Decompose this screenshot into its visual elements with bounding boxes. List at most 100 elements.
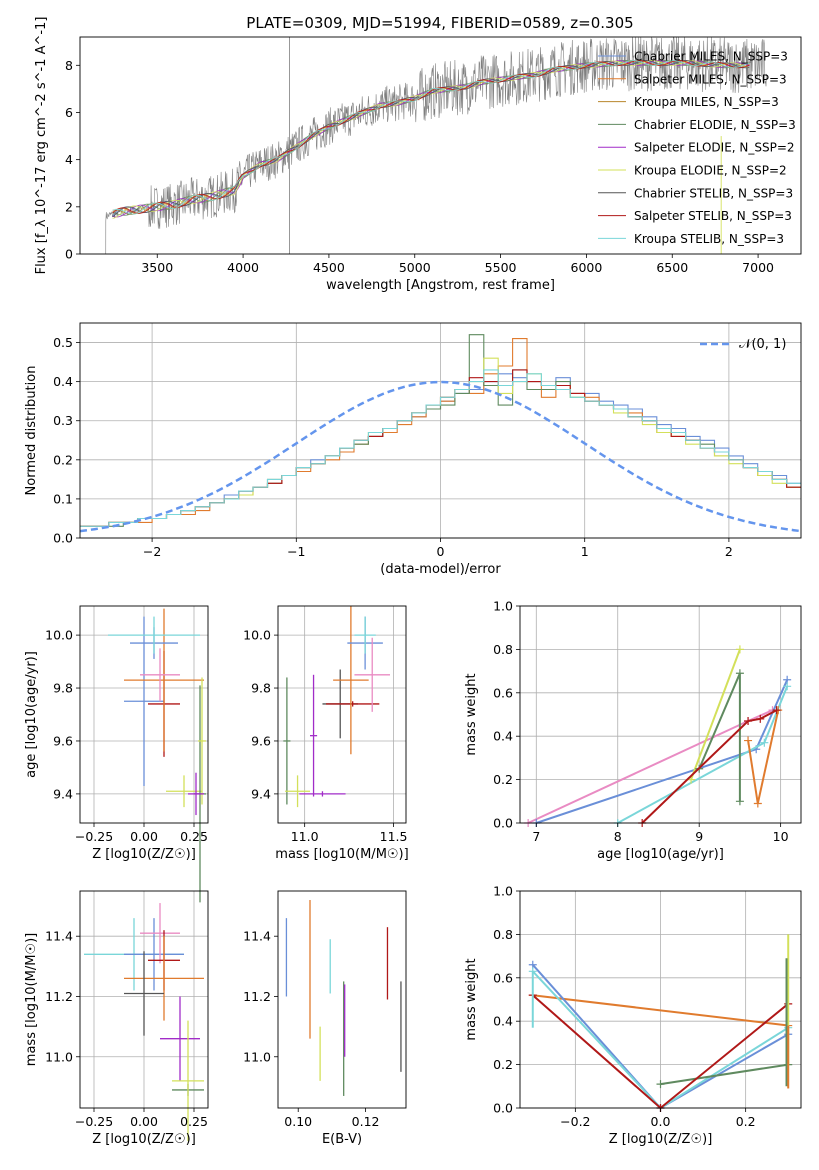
axes-frame (79, 322, 802, 539)
x-axis-label: E(B-V) (322, 1132, 362, 1147)
x-tick-label: 0.2 (736, 1114, 756, 1129)
axes-frame (79, 36, 802, 255)
y-axis-label: mass weight (464, 673, 479, 755)
x-tick-label: −1 (287, 544, 305, 559)
x-tick-label: 4000 (227, 260, 259, 275)
spectrum-model-line (112, 60, 750, 214)
spectrum-model-line (112, 60, 750, 219)
y-tick-label: 0.8 (493, 642, 513, 657)
y-tick-label: 0 (65, 247, 73, 262)
axes-frame (79, 605, 209, 824)
y-tick-label: 8 (65, 58, 73, 73)
weight-marker (772, 706, 781, 715)
x-tick-label: 0.00 (130, 829, 158, 844)
y-axis-label: Flux [f_λ 10^-17 erg cm^-2 s^-1 A^-1] (34, 17, 49, 275)
y-tick-label: 9.8 (251, 681, 271, 696)
y-axis-label: mass [log10(M/M☉)] (24, 933, 39, 1066)
weight-line (690, 649, 741, 780)
x-axis-label: (data-model)/error (380, 562, 501, 577)
y-tick-label: 4 (65, 152, 73, 167)
x-tick-label: 5000 (399, 260, 431, 275)
legend-label: 𝒩(0, 1) (739, 337, 786, 352)
y-tick-label: 0.4 (53, 374, 73, 389)
legend-label: Kroupa STELIB, N_SSP=3 (634, 232, 784, 246)
y-axis-label: Normed distribution (24, 366, 39, 496)
x-tick-label: 9 (695, 829, 703, 844)
y-tick-label: 9.8 (53, 681, 73, 696)
x-axis-label: Z [log10(Z/Z☉)] (92, 847, 196, 862)
y-tick-label: 2 (65, 199, 73, 214)
legend-label: Kroupa MILES, N_SSP=3 (634, 95, 779, 109)
y-tick-label: 11.2 (243, 989, 271, 1004)
y-tick-label: 0.1 (53, 491, 73, 506)
axes-frame (519, 890, 802, 1109)
x-tick-label: 6000 (571, 260, 603, 275)
x-tick-label: −0.2 (560, 1114, 590, 1129)
x-axis-label: Z [log10(Z/Z☉)] (609, 1132, 713, 1147)
y-tick-label: 0.8 (493, 927, 513, 942)
plot-area (105, 37, 767, 254)
y-tick-label: 0.0 (493, 1101, 513, 1116)
age-vs-mass-panel: 11.0 11.5 9.4 9.6 9.8 10.0 mass [log10(M/M☉)] (243, 605, 409, 862)
x-axis-label: age [log10(age/yr)] (597, 847, 724, 862)
weight-line (747, 709, 780, 804)
weight-marker (753, 799, 762, 808)
y-tick-label: 0.2 (493, 772, 513, 787)
axes-frame (277, 605, 407, 824)
axes-frame (277, 890, 407, 1109)
weight-marker (760, 738, 769, 747)
x-tick-label: 0.00 (130, 1114, 158, 1129)
plot-area (285, 900, 402, 1096)
weight-line (641, 709, 778, 824)
weight-line (617, 685, 789, 824)
legend-label: Salpeter MILES, N_SSP=3 (634, 72, 787, 86)
mass-vs-z-panel: −0.25 0.00 0.25 11.0 11.2 11.4 Z [log10(Z/Z☉)]… (24, 890, 209, 1147)
weight-marker (735, 645, 744, 654)
y-tick-label: 0.2 (53, 452, 73, 467)
plot-area (80, 334, 801, 533)
x-tick-label: 2 (725, 544, 733, 559)
weight-marker (744, 736, 753, 745)
y-tick-label: 1.0 (493, 599, 513, 614)
plot-area (524, 645, 792, 827)
y-tick-label: 11.4 (243, 929, 271, 944)
weight-line (532, 994, 789, 1027)
plot-area (84, 903, 204, 1142)
mass-vs-ebv-panel: 0.10 0.12 11.0 11.2 11.4 E(B-V) (243, 890, 407, 1147)
x-tick-label: 5500 (485, 260, 517, 275)
y-tick-label: 0.6 (493, 970, 513, 985)
weight-marker (783, 682, 792, 691)
weight-vs-age-panel: 7 8 9 10 0.0 0.2 0.4 0.6 0.8 1.0 age [log10(age/yr… (464, 599, 802, 862)
x-tick-label: 8 (614, 829, 622, 844)
x-tick-label: 3500 (141, 260, 173, 275)
x-tick-label: 10 (773, 829, 789, 844)
y-tick-label: 0.5 (53, 335, 73, 350)
x-axis-label: Z [log10(Z/Z☉)] (92, 1132, 196, 1147)
x-tick-label: −0.25 (75, 829, 113, 844)
axes-frame (519, 605, 802, 824)
residuals-panel: −2 −1 0 1 2 0.0 0.1 0.2 0.3 0.4 0.5 (data-model)/er… (24, 322, 802, 577)
x-tick-label: −2 (143, 544, 161, 559)
gaussian-curve (80, 380, 801, 533)
y-tick-label: 9.6 (53, 733, 73, 748)
legend-label: Chabrier MILES, N_SSP=3 (634, 50, 788, 64)
x-tick-label: 0.10 (284, 1114, 312, 1129)
y-tick-label: 9.4 (251, 786, 271, 801)
y-tick-label: 9.6 (251, 733, 271, 748)
spectrum-panel: 3500 4000 4500 5000 5500 6000 6500 7000 0 2 4 6 8 wav… (34, 17, 802, 293)
spectrum-model-line (112, 60, 750, 218)
y-axis-label: age [log10(age/yr)] (24, 651, 39, 778)
axes-frame (79, 890, 209, 1109)
spectrum-model-line (112, 60, 750, 216)
y-tick-label: 0.2 (493, 1057, 513, 1072)
weight-marker (756, 714, 765, 723)
figure-title: PLATE=0309, MJD=51994, FIBERID=0589, z=0… (246, 14, 633, 32)
legend-label: Kroupa ELODIE, N_SSP=2 (634, 164, 787, 178)
y-tick-label: 11.2 (45, 989, 73, 1004)
legend-label: Salpeter ELODIE, N_SSP=2 (634, 141, 795, 155)
x-tick-label: 0.25 (180, 1114, 208, 1129)
weight-vs-z-panel: −0.2 0.0 0.2 0.0 0.2 0.4 0.6 0.8 1.0 Z [log10(Z/Z… (464, 884, 802, 1147)
weight-marker (744, 717, 753, 726)
y-tick-label: 11.0 (45, 1049, 73, 1064)
